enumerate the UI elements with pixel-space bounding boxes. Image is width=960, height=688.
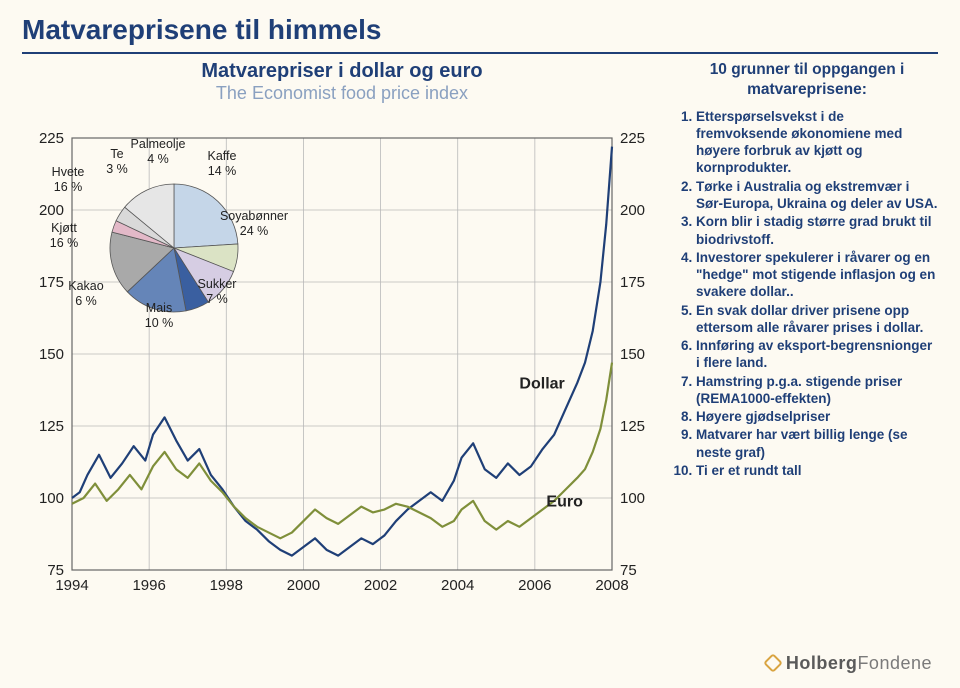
svg-text:200: 200 [39,202,64,219]
svg-text:125: 125 [620,418,645,435]
svg-text:200: 200 [620,202,645,219]
svg-text:175: 175 [39,274,64,291]
page-title: Matvareprisene til himmels [0,0,960,52]
sidebar-title: 10 grunner til oppgangen i matvareprisen… [676,60,938,100]
svg-text:Palmeolje: Palmeolje [131,137,186,151]
svg-text:24 %: 24 % [240,224,269,238]
svg-text:2006: 2006 [518,577,551,594]
svg-text:16 %: 16 % [54,180,83,194]
svg-text:100: 100 [39,490,64,507]
svg-text:100: 100 [620,490,645,507]
svg-text:2002: 2002 [364,577,397,594]
svg-text:Dollar: Dollar [519,376,564,393]
svg-text:150: 150 [620,346,645,363]
reason-item: Hamstring p.g.a. stigende priser (REMA10… [696,373,938,408]
svg-text:14 %: 14 % [208,164,237,178]
svg-text:Kaffe: Kaffe [208,149,237,163]
svg-text:Kjøtt: Kjøtt [51,221,77,235]
chart-subtitle: The Economist food price index [22,83,662,104]
svg-text:2008: 2008 [595,577,628,594]
chart-title: Matvarepriser i dollar og euro [22,60,662,83]
logo: HolbergFondene [766,653,932,674]
reason-item: En svak dollar driver prisene opp etters… [696,302,938,337]
svg-text:150: 150 [39,346,64,363]
reason-item: Investorer spekulerer i råvarer og en "h… [696,249,938,301]
svg-text:Hvete: Hvete [52,165,85,179]
svg-text:225: 225 [620,130,645,147]
reason-item: Korn blir i stadig større grad brukt til… [696,213,938,248]
svg-text:1998: 1998 [210,577,243,594]
chart-area: Matvarepriser i dollar og euro The Econo… [22,60,662,649]
svg-text:16 %: 16 % [50,236,79,250]
svg-text:Mais: Mais [146,301,172,315]
reason-item: Etterspørselsvekst i de fremvoksende øko… [696,108,938,177]
reason-item: Tørke i Australia og ekstremvær i Sør-Eu… [696,178,938,213]
sidebar: 10 grunner til oppgangen i matvareprisen… [662,60,938,649]
svg-text:6 %: 6 % [75,294,97,308]
svg-text:Kakao: Kakao [68,279,103,293]
svg-text:Euro: Euro [546,494,583,511]
reason-item: Høyere gjødselpriser [696,408,938,425]
reason-item: Innføring av eksport-begrensnionger i fl… [696,337,938,372]
svg-text:4 %: 4 % [147,152,169,166]
svg-text:125: 125 [39,418,64,435]
line-and-pie-chart: 7575100100125125150150175175200200225225… [22,104,662,644]
reason-item: Ti er et rundt tall [696,462,938,479]
logo-mark-icon [763,653,783,673]
reasons-list: Etterspørselsvekst i de fremvoksende øko… [676,108,938,480]
svg-text:1996: 1996 [132,577,165,594]
svg-text:Sukker: Sukker [198,277,237,291]
svg-text:Soyabønner: Soyabønner [220,209,288,223]
svg-text:175: 175 [620,274,645,291]
svg-text:10 %: 10 % [145,316,174,330]
title-rule [22,52,938,54]
svg-text:3 %: 3 % [106,162,128,176]
svg-text:2000: 2000 [287,577,320,594]
reason-item: Matvarer har vært billig lenge (se neste… [696,426,938,461]
svg-text:1994: 1994 [55,577,88,594]
svg-text:225: 225 [39,130,64,147]
svg-text:7 %: 7 % [206,292,228,306]
svg-text:Te: Te [110,147,123,161]
svg-text:2004: 2004 [441,577,474,594]
